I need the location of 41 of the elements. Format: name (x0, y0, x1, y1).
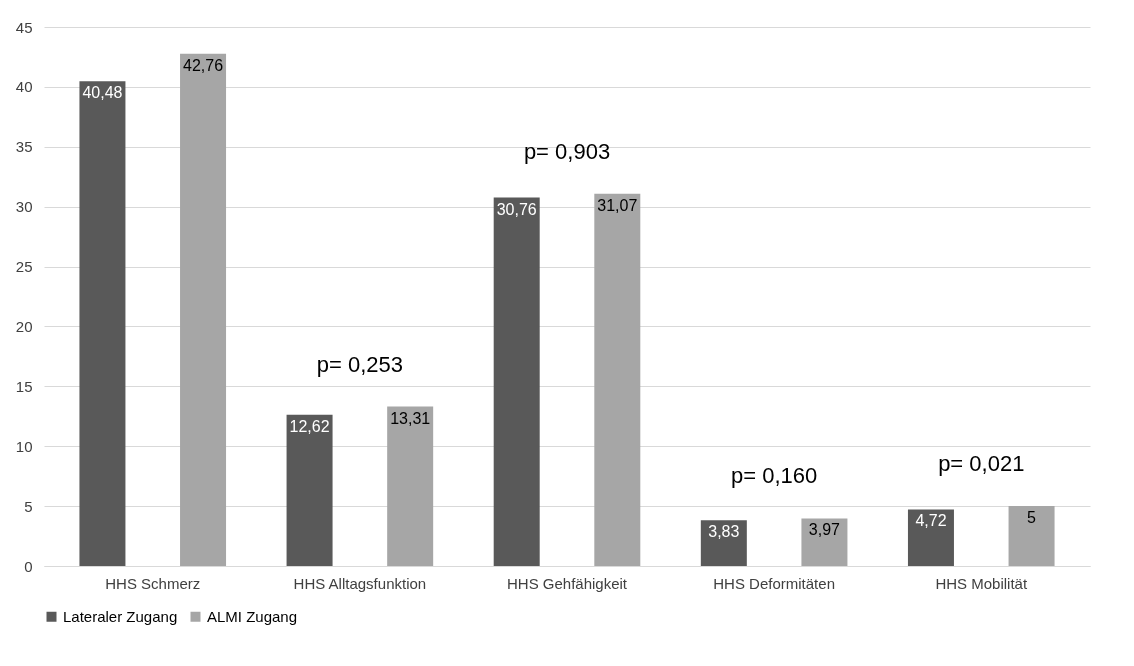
bar (1008, 506, 1055, 566)
bar (387, 406, 434, 566)
legend-label: Lateraler Zugang (63, 607, 178, 625)
y-tick-label: 25 (15, 258, 33, 276)
y-tick-label: 0 (24, 557, 33, 575)
annotation: p= 0,160 (731, 463, 818, 489)
bar (180, 53, 227, 566)
data-label: 40,48 (82, 84, 123, 102)
y-tick-label: 10 (15, 437, 33, 455)
bar (594, 193, 641, 566)
bar (907, 509, 954, 566)
bar (493, 197, 540, 566)
bar (79, 81, 126, 566)
y-tick-label: 45 (15, 18, 33, 36)
x-tick-label: HHS Schmerz (105, 574, 201, 592)
annotation: p= 0,021 (938, 451, 1025, 477)
data-label: 12,62 (289, 417, 330, 435)
legend-label: ALMI Zugang (207, 607, 298, 625)
x-tick-label: HHS Mobilität (935, 574, 1028, 592)
y-tick-label: 35 (15, 138, 33, 156)
y-tick-label: 30 (15, 198, 33, 216)
data-label: 5 (1027, 509, 1037, 527)
x-tick-label: HHS Deformitäten (713, 574, 835, 592)
annotation: p= 0,253 (316, 351, 403, 377)
bar (801, 518, 848, 566)
x-tick-label: HHS Alltagsfunktion (293, 574, 427, 592)
data-label: 30,76 (496, 200, 537, 218)
y-tick-label: 15 (15, 377, 33, 395)
data-label: 31,07 (597, 196, 638, 214)
bar (286, 414, 333, 566)
data-label: 3,97 (808, 521, 841, 539)
y-tick-label: 40 (15, 78, 33, 96)
y-tick-label: 20 (15, 317, 33, 335)
bar (700, 520, 747, 566)
data-label: 4,72 (915, 512, 947, 530)
data-label: 42,76 (183, 56, 224, 74)
x-tick-label: HHS Gehfähigkeit (506, 574, 628, 592)
data-label: 13,31 (390, 409, 431, 427)
annotation: p= 0,903 (523, 138, 611, 164)
data-label: 3,83 (708, 523, 740, 541)
y-tick-label: 5 (24, 497, 33, 515)
